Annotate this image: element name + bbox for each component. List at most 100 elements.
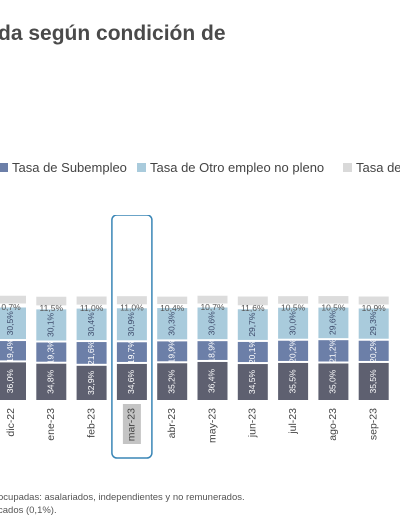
bar-segment-sep-23-s2	[358, 308, 389, 339]
legend-item-tasa-de: Tasa de	[343, 160, 400, 175]
bar-segment-may-23-s3	[197, 295, 228, 304]
data-label-sep-23-s0: 35,5%	[368, 369, 378, 394]
bar-segment-ago-23-s3	[318, 296, 349, 304]
bar-segment-mar-23-s1	[116, 342, 147, 362]
legend-swatch-tasa-de	[343, 163, 352, 172]
bar-segment-may-23-s1	[197, 341, 228, 360]
data-label-may-23-s2: 30,6%	[207, 311, 217, 336]
data-label-sep-23-s3: 10,9%	[362, 303, 387, 313]
bar-segment-ago-23-s2	[318, 307, 349, 339]
data-label-mar-23-s2: 30,9%	[126, 312, 136, 337]
bar-segment-ago-23-s1	[318, 340, 349, 362]
data-label-ene-23-s3: 11,5%	[40, 303, 64, 313]
legend-label-tasa-de: Tasa de	[356, 160, 400, 175]
stacked-bar-chart: 36,0% 19,4% 30,5%0,7% dic-22 34,8% 19,3% 30,1%…	[0, 215, 389, 459]
bar-segment-ago-23-s0	[318, 363, 349, 400]
x-tick-abr-23: abr-23	[166, 408, 178, 439]
data-label-dic-22-s3: 0,7%	[1, 302, 21, 312]
bar-segment-dic-22-s0	[0, 362, 26, 400]
bar-segment-mar-23-s0	[116, 363, 147, 400]
data-label-jul-23-s3: 10,5%	[281, 302, 306, 312]
bar-segment-jul-23-s2	[278, 307, 309, 339]
x-tick-sep-23: sep-23	[367, 408, 379, 440]
data-label-mar-23-s0: 34,6%	[126, 369, 136, 394]
bar-segment-ene-23-s1	[36, 342, 67, 362]
highlight-frame	[111, 215, 153, 459]
bar-segment-jul-23-s0	[278, 362, 309, 400]
legend-swatch-subempleo	[0, 163, 8, 172]
data-label-abr-23-s2: 30,3%	[166, 311, 176, 336]
x-tick-jun-23: jun-23	[247, 408, 259, 438]
data-label-sep-23-s1: 20,2%	[368, 338, 378, 363]
bar-segment-jun-23-s2	[237, 309, 268, 340]
bar-segment-abr-23-s2	[157, 308, 188, 340]
x-tick-jul-23: jul-23	[287, 408, 299, 435]
bar-segment-abr-23-s3	[157, 296, 188, 305]
bar-segment-feb-23-s0	[76, 365, 107, 400]
data-label-feb-23-s2: 30,4%	[86, 312, 96, 337]
data-label-jun-23-s3: 11,6%	[241, 303, 265, 313]
data-label-jun-23-s0: 34,5%	[247, 370, 257, 395]
x-tick-ago-23: ago-23	[327, 408, 339, 441]
data-label-feb-23-s1: 21,6%	[86, 340, 96, 365]
bar-segment-ene-23-s2	[36, 309, 67, 341]
bar-segment-feb-23-s1	[76, 342, 107, 364]
highlight-label-bg	[122, 404, 141, 444]
bar-segment-ene-23-s3	[36, 296, 67, 306]
footnote-1: ocupadas: asalariados, independientes y …	[0, 492, 245, 503]
bar-segment-feb-23-s3	[76, 296, 107, 305]
data-label-feb-23-s0: 32,9%	[86, 370, 96, 395]
data-label-mar-23-s1: 19,7%	[126, 340, 136, 365]
data-label-sep-23-s2: 29,3%	[368, 311, 378, 336]
legend: Tasa de Subempleo Tasa de Otro empleo no…	[0, 160, 400, 176]
bar-segment-jun-23-s1	[237, 341, 268, 363]
data-label-may-23-s3: 10,7%	[200, 302, 225, 312]
data-label-ago-23-s0: 35,0%	[328, 369, 338, 394]
data-label-abr-23-s0: 35,2%	[166, 369, 176, 394]
legend-item-otro-empleo: Tasa de Otro empleo no pleno	[137, 160, 324, 175]
bar-segment-sep-23-s0	[358, 362, 389, 400]
data-label-ene-23-s1: 19,3%	[46, 340, 56, 365]
data-label-dic-22-s0: 36,0%	[5, 369, 15, 394]
footnote-2: cados (0,1%).	[0, 505, 57, 516]
x-tick-feb-23: feb-23	[85, 408, 97, 438]
data-label-abr-23-s3: 10,4%	[160, 303, 185, 313]
data-label-jun-23-s1: 20,1%	[247, 340, 257, 365]
bar-segment-dic-22-s3	[0, 295, 26, 304]
data-label-ago-23-s3: 10,5%	[321, 302, 346, 312]
bar-segment-abr-23-s1	[157, 341, 188, 362]
data-label-ene-23-s0: 34,8%	[46, 369, 56, 394]
data-label-feb-23-s3: 11,0%	[80, 303, 104, 313]
bar-segment-dic-22-s1	[0, 341, 26, 361]
legend-swatch-otro-empleo	[137, 163, 146, 172]
data-label-dic-22-s1: 19,4%	[5, 338, 15, 363]
data-label-ago-23-s1: 21,2%	[328, 338, 338, 363]
data-label-jul-23-s1: 20,2%	[287, 338, 297, 363]
legend-label-otro-empleo: Tasa de Otro empleo no pleno	[150, 160, 325, 175]
bar-segment-sep-23-s3	[358, 296, 389, 305]
x-tick-may-23: may-23	[206, 408, 218, 443]
bar-segment-feb-23-s2	[76, 308, 107, 341]
bar-segment-sep-23-s1	[358, 340, 389, 361]
data-label-may-23-s0: 36,4%	[207, 368, 217, 393]
bar-segment-jun-23-s0	[237, 364, 268, 400]
chart-title: da según condición de	[0, 22, 226, 45]
bar-segment-jul-23-s3	[278, 296, 309, 304]
data-label-abr-23-s1: 19,9%	[166, 339, 176, 364]
x-tick-ene-23: ene-23	[45, 408, 57, 441]
data-label-jul-23-s0: 35,5%	[287, 369, 297, 394]
x-tick-mar-23: mar-23	[126, 408, 138, 441]
bar-segment-abr-23-s0	[157, 363, 188, 400]
legend-label-subempleo: Tasa de Subempleo	[12, 160, 127, 175]
data-label-mar-23-s3: 11,0%	[120, 302, 144, 312]
bar-segment-jun-23-s3	[237, 296, 268, 306]
bar-segment-may-23-s0	[197, 361, 228, 400]
data-label-jul-23-s2: 30,0%	[287, 311, 297, 336]
x-tick-dic-22: dic-22	[5, 408, 17, 437]
legend-item-subempleo: Tasa de Subempleo	[0, 160, 127, 175]
bar-segment-dic-22-s2	[0, 307, 26, 340]
data-label-dic-22-s2: 30,5%	[5, 311, 15, 336]
data-label-may-23-s1: 18,9%	[207, 338, 217, 363]
bar-segment-jul-23-s1	[278, 340, 309, 361]
data-label-ago-23-s2: 29,6%	[328, 310, 338, 335]
